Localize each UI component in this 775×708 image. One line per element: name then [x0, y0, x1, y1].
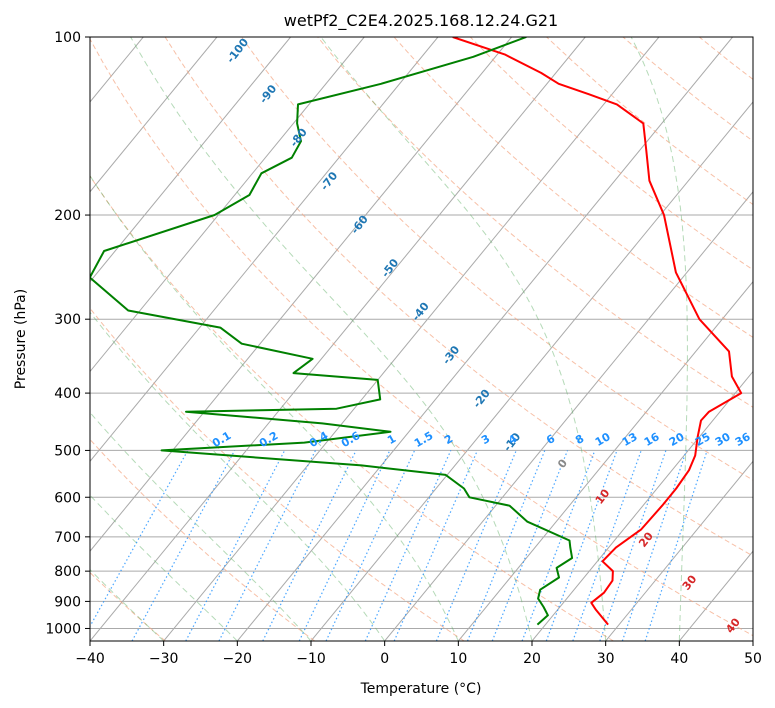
- x-tick-label: −10: [296, 651, 326, 667]
- mixing-ratio-line: [393, 450, 478, 641]
- mixing-ratio-line: [90, 450, 189, 628]
- y-tick-label: 800: [54, 564, 81, 580]
- dry-adiabat-line: [90, 438, 316, 641]
- isotherm-line: [605, 460, 753, 641]
- isotherm-line: [90, 37, 291, 283]
- moist-adiabat-line: [90, 174, 459, 641]
- moist-adiabat-line: [630, 37, 688, 641]
- isotherm-line: [310, 101, 753, 641]
- plot-frame: [89, 36, 754, 642]
- profile-line-1: [452, 37, 743, 626]
- mixing-ratio-line: [572, 450, 642, 641]
- profile-line-2: [90, 37, 574, 626]
- isotherm-line: [457, 280, 753, 641]
- isotherm-line: [236, 37, 733, 641]
- dry-adiabat-line: [164, 37, 753, 557]
- y-tick-label: 200: [54, 208, 81, 224]
- moist-adiabat-line: [130, 37, 533, 641]
- isotherm-line: [90, 37, 218, 193]
- isotherm-line: [163, 37, 660, 641]
- x-tick-label: 0: [380, 651, 389, 667]
- moist-adiabat-line: [90, 494, 238, 641]
- x-tick-label: 30: [597, 651, 615, 667]
- y-tick-label: 1000: [45, 621, 81, 637]
- dry-adiabat-line: [90, 175, 614, 641]
- x-tick-label: 10: [449, 651, 467, 667]
- x-tick-label: −30: [149, 651, 179, 667]
- y-tick-label: 600: [54, 490, 81, 506]
- dry-adiabat-line: [317, 37, 753, 408]
- y-axis: 100 200 300 400 500 600 700 800 900 1000: [45, 30, 90, 637]
- x-axis: −40 −30 −20 −10 0 10 20 30 40 50: [75, 641, 762, 667]
- mixing-ratio-line: [644, 450, 708, 641]
- mixing-ratio-line: [364, 450, 452, 641]
- isotherm-line: [90, 37, 365, 373]
- mixing-ratio-line: [435, 450, 517, 641]
- mixing-ratio-line: [325, 450, 416, 641]
- y-tick-label: 900: [54, 594, 81, 610]
- x-tick-label: −20: [223, 651, 253, 667]
- y-tick-label: 400: [54, 386, 81, 402]
- y-axis-label: Pressure (hPa): [13, 289, 29, 389]
- isotherm-line: [384, 191, 753, 641]
- y-tick-label: 700: [54, 530, 81, 546]
- mixing-ratio-line: [621, 450, 687, 641]
- plot-background-lines: [90, 37, 753, 641]
- y-tick-label: 300: [54, 312, 81, 328]
- x-axis-label: Temperature (°C): [360, 681, 482, 697]
- y-tick-label: 500: [54, 443, 81, 459]
- isotherm-line: [90, 37, 586, 641]
- x-tick-label: 50: [744, 651, 762, 667]
- mixing-ratio-line: [545, 450, 618, 641]
- moist-adiabat-line: [90, 311, 386, 641]
- isotherm-line: [90, 37, 439, 463]
- moist-adiabat-line: [90, 568, 165, 641]
- moist-adiabat-line: [320, 37, 607, 641]
- isotherm-line: [90, 37, 512, 552]
- x-tick-label: 20: [523, 651, 541, 667]
- x-tick-label: −40: [75, 651, 105, 667]
- x-tick-label: 40: [670, 651, 688, 667]
- mixing-ratio-line: [262, 450, 357, 641]
- y-tick-label: 100: [54, 30, 81, 46]
- plot-series: [90, 37, 743, 626]
- isotherm-line: [531, 370, 753, 641]
- dry-adiabat-line: [90, 307, 465, 641]
- mixing-ratio-line: [599, 450, 667, 641]
- mixing-ratio-line: [131, 450, 236, 641]
- chart-title: wetPf2_C2E4.2025.168.12.24.G21: [284, 11, 558, 31]
